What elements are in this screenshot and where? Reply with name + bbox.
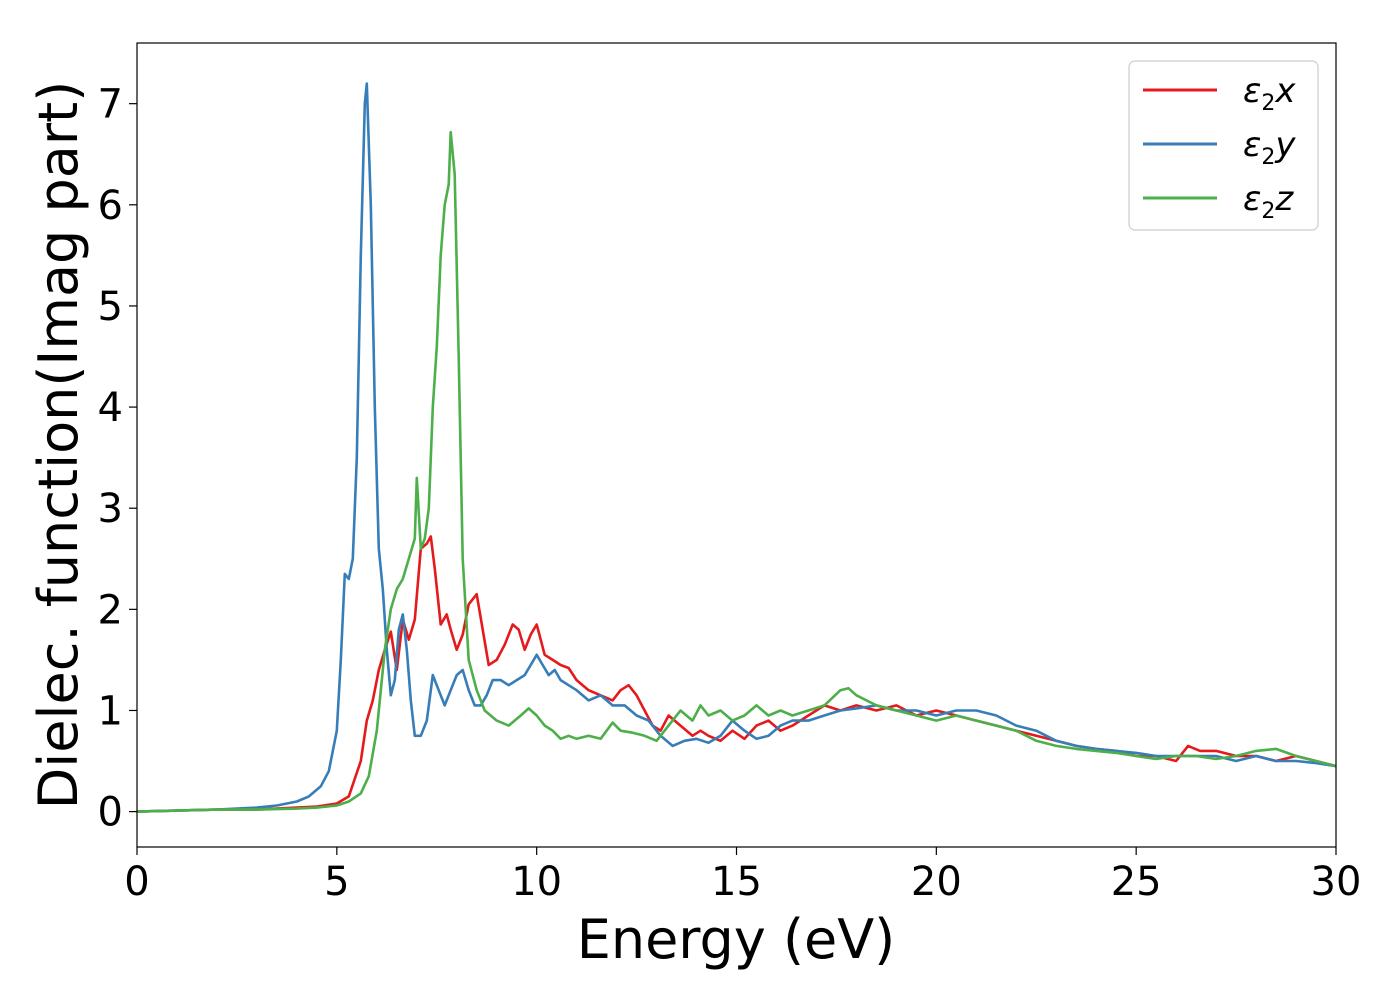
- x-tick-label: 20: [911, 859, 962, 905]
- x-tick-label: 5: [324, 859, 349, 905]
- y-tick-label: 0: [98, 790, 123, 836]
- x-tick-label: 0: [124, 859, 149, 905]
- legend-label-0: ε2x: [1243, 71, 1296, 116]
- series-layer: [137, 82, 1336, 813]
- y-tick-label: 6: [98, 183, 123, 229]
- x-tick-label: 10: [511, 859, 562, 905]
- x-tick-label: 30: [1311, 859, 1362, 905]
- x-axis-label: Energy (eV): [577, 908, 896, 971]
- legend-label-2: ε2z: [1243, 179, 1294, 224]
- series-line-1: [137, 82, 1336, 813]
- y-tick-label: 2: [98, 587, 123, 633]
- y-axis-label: Dielec. function(Imag part): [27, 81, 90, 810]
- x-tick-label: 15: [711, 859, 762, 905]
- legend-label-1: ε2y: [1243, 125, 1296, 170]
- y-tick-label: 4: [98, 385, 123, 431]
- y-axis-ticks: 0 1 2 3 4 5 6 7: [98, 82, 137, 836]
- y-tick-label: 5: [98, 284, 123, 330]
- legend: ε2x ε2y ε2z: [1128, 60, 1319, 231]
- y-tick-label: 3: [98, 486, 123, 532]
- x-tick-label: 25: [1111, 859, 1162, 905]
- x-axis-ticks: 0 5 10 15 20 25 30: [124, 847, 1361, 905]
- y-tick-label: 1: [98, 688, 123, 734]
- series-line-2: [137, 130, 1336, 813]
- legend-box: [1128, 60, 1319, 231]
- y-tick-label: 7: [98, 82, 123, 128]
